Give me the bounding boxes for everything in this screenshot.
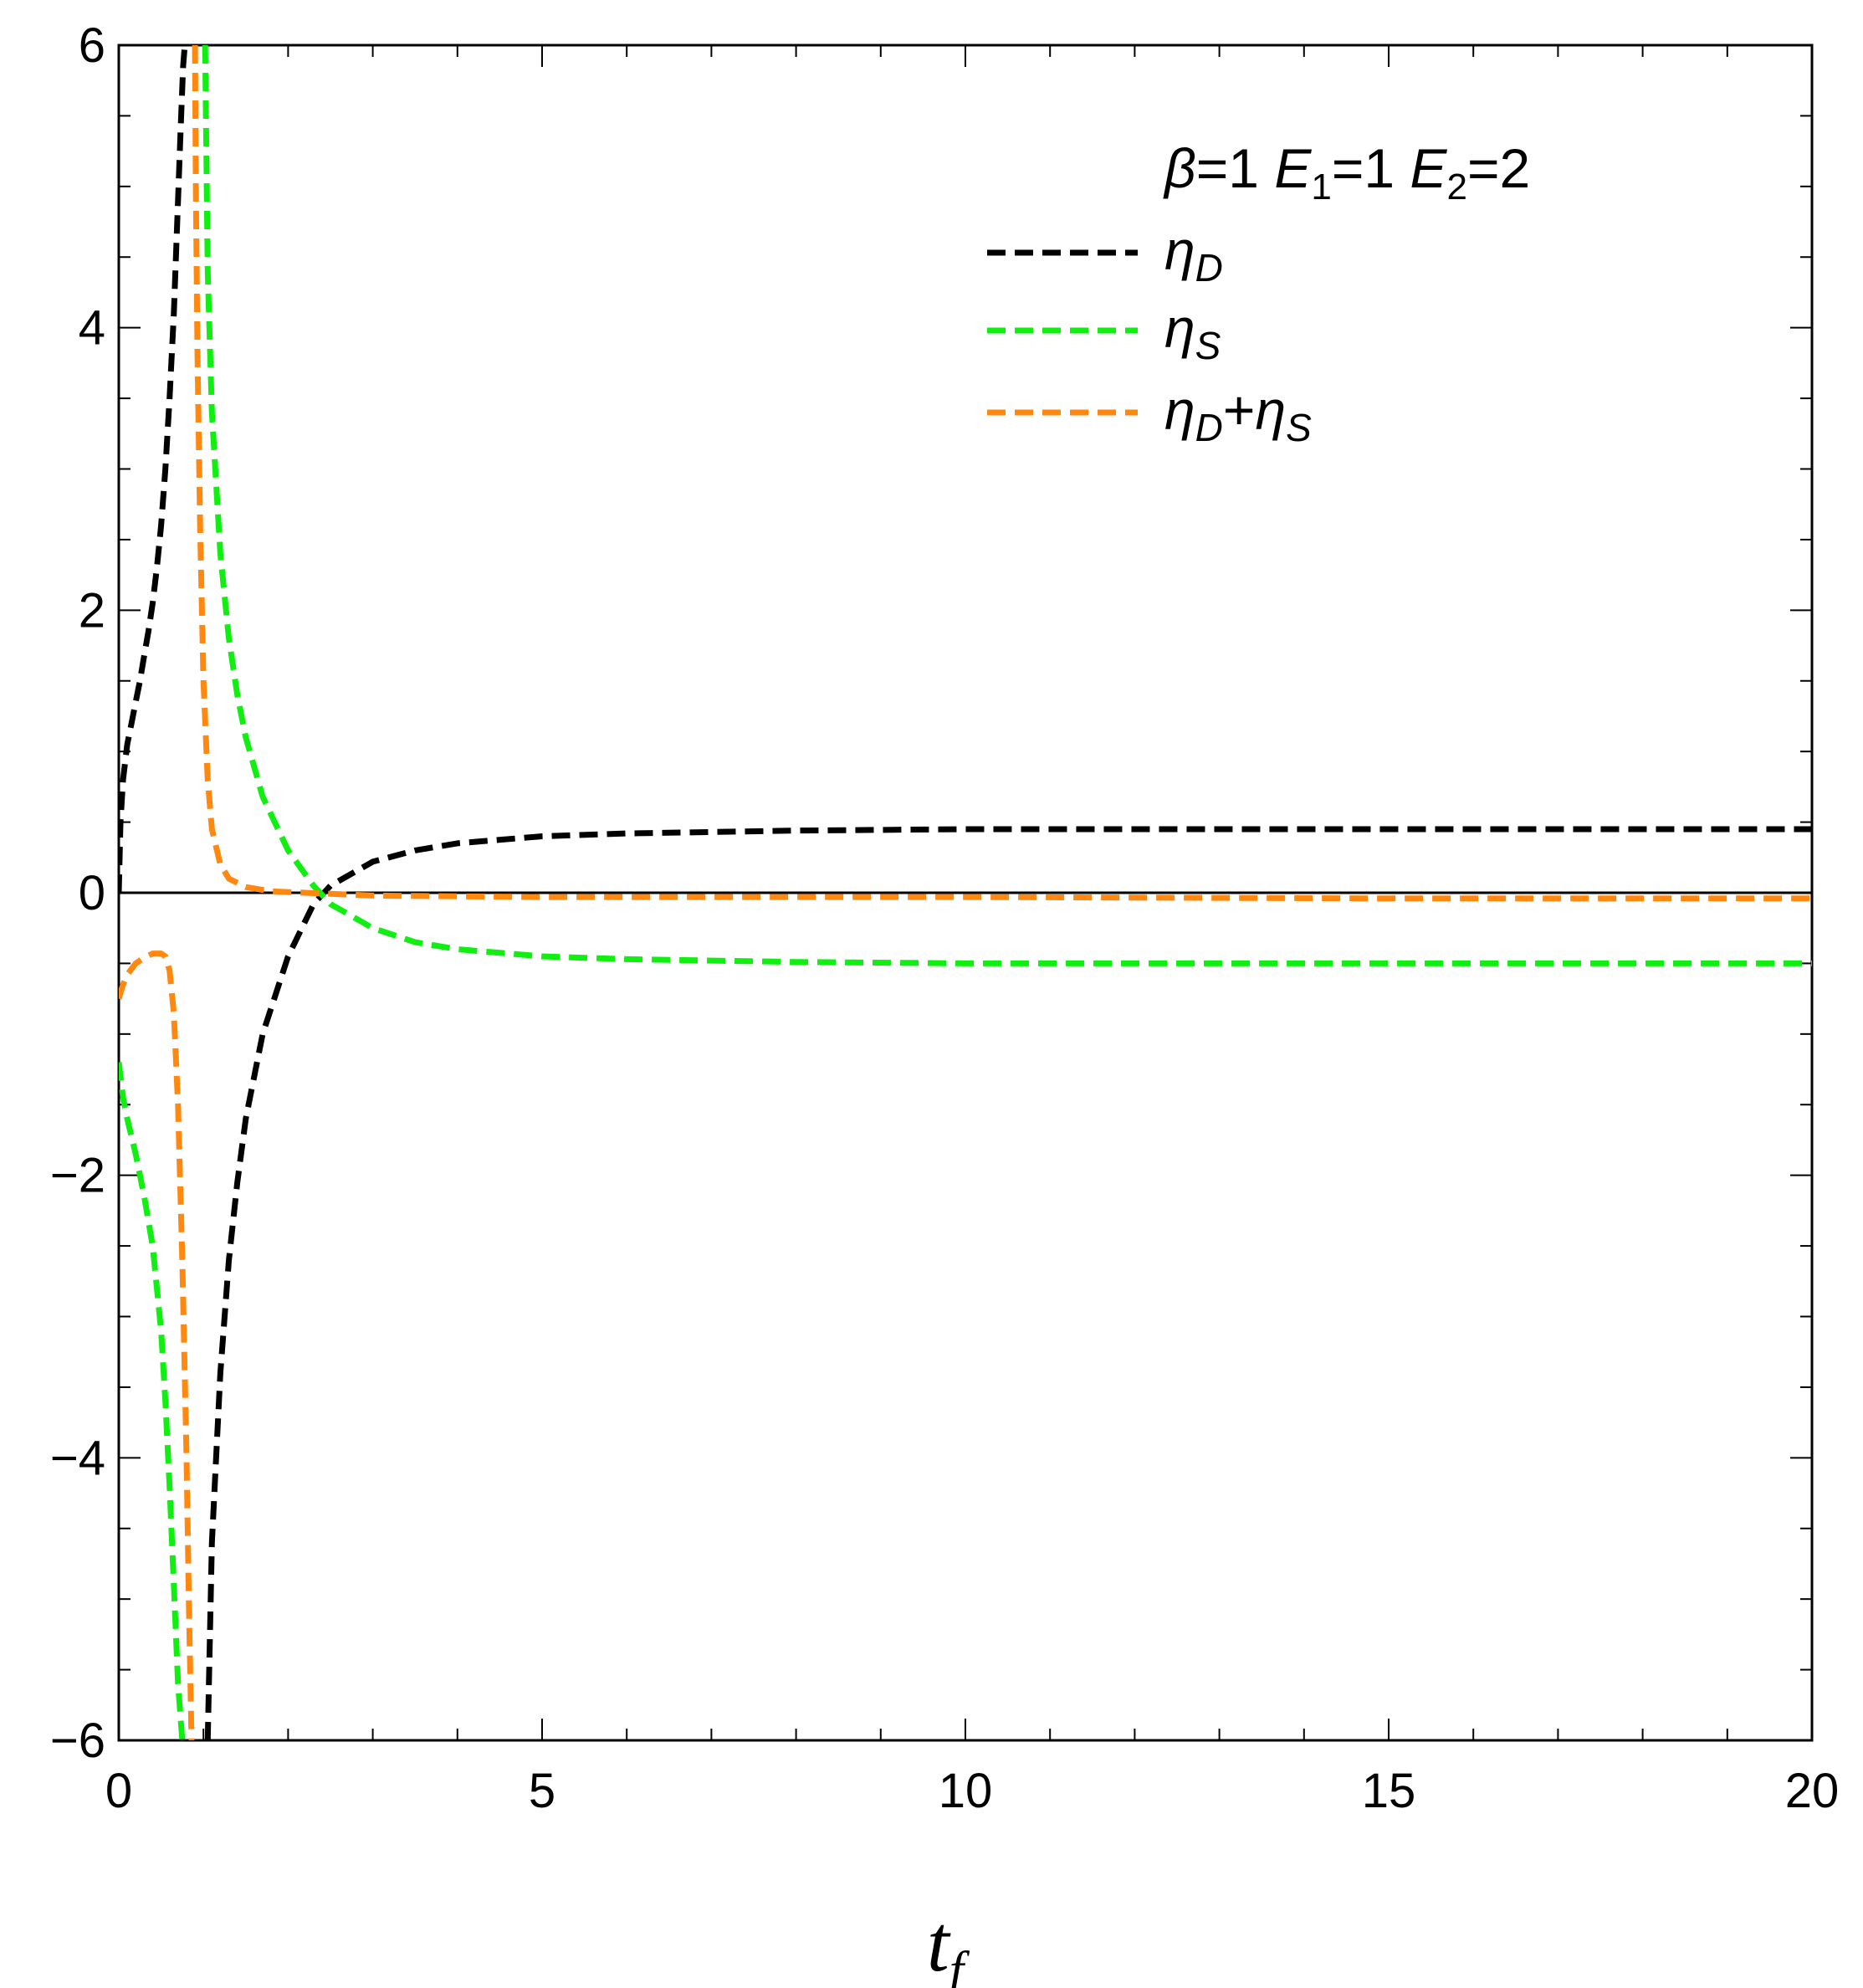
y-tick-label: −2 [50, 1149, 105, 1203]
y-tick-label: −6 [50, 1714, 105, 1768]
series-line-0-branch-1 [204, 826, 1812, 1740]
x-tick-label: 20 [1785, 1764, 1840, 1818]
x-tick-label: 10 [939, 1764, 993, 1818]
x-tick-label: 5 [529, 1764, 555, 1818]
series-line-2-branch-1 [192, 45, 1812, 902]
series-line-0-branch-0 [119, 45, 188, 894]
x-tick-label: 0 [105, 1764, 132, 1818]
legend: β=1 E1=1 E2=2 ηD ηS ηD+ηS [987, 137, 1530, 449]
y-tick-label: 2 [79, 583, 105, 638]
legend-label-eta-d: ηD [1164, 219, 1223, 289]
y-tick-label: −4 [50, 1431, 105, 1485]
x-tick-label: 15 [1362, 1764, 1416, 1818]
series-line-2-branch-0 [119, 950, 195, 1740]
legend-label-eta-sum: ηD+ηS [1164, 379, 1312, 449]
y-tick-label: 6 [79, 18, 105, 73]
y-tick-label: 0 [79, 866, 105, 920]
y-tick-label: 4 [79, 301, 105, 356]
series-group [119, 45, 1812, 1740]
series-line-1-branch-1 [202, 45, 1812, 966]
series-line-1-branch-0 [119, 1062, 186, 1740]
parameters-annotation: β=1 E1=1 E2=2 [1163, 137, 1530, 208]
x-axis-title: tf [927, 1898, 970, 1988]
legend-label-eta-s: ηS [1164, 297, 1221, 367]
